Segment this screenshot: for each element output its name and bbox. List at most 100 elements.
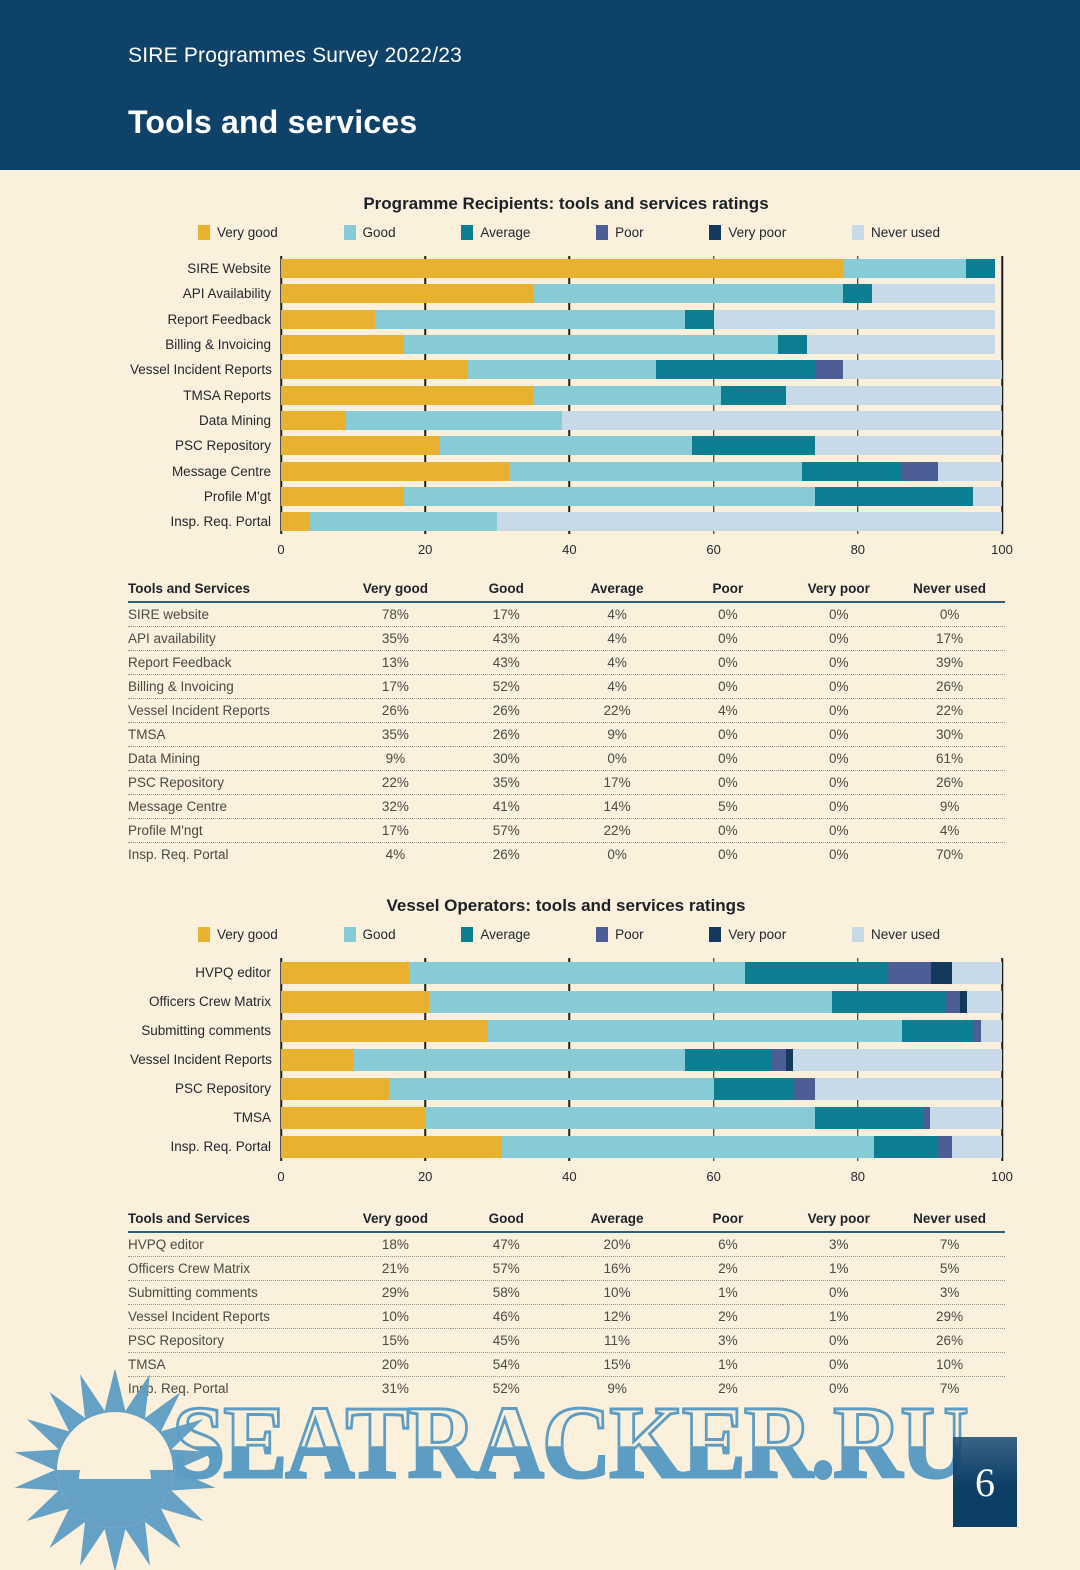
- bar-segment-average: [873, 1135, 938, 1158]
- bar-segment-never-used: [807, 335, 995, 355]
- table-header-row: Tools and Services Very good Good Average Po…: [128, 578, 1005, 603]
- bar-segment-never-used: [713, 309, 995, 329]
- bar-segment-never-used: [952, 1135, 1002, 1158]
- table-cell: 1%: [783, 1256, 895, 1281]
- table-cell: Insp. Req. Portal: [128, 1381, 229, 1396]
- table-cell: 26%: [492, 847, 520, 862]
- bar-segment-very-good: [281, 335, 404, 355]
- table-row: Vessel Incident Reports 10% 46% 12% 2% 1% 29%: [128, 1304, 1005, 1329]
- table-cell: 3%: [783, 1232, 895, 1257]
- bar-segment-very-poor: [785, 1048, 793, 1071]
- table-cell: 7%: [939, 1381, 960, 1396]
- table-cell: 0%: [828, 847, 849, 862]
- table-column-header: Average: [561, 578, 673, 603]
- bar-track: [281, 990, 1002, 1013]
- table-cell: 32%: [340, 794, 451, 819]
- table-cell: 9%: [894, 794, 1005, 819]
- bar-segment-never-used: [929, 1106, 1002, 1129]
- category-label: PSC Repository: [174, 1081, 271, 1096]
- table-cell: 26%: [894, 770, 1005, 795]
- chart-bar-row: Vessel Incident Reports: [130, 357, 1002, 382]
- table-cell: 41%: [450, 794, 562, 819]
- table-column-header: Very good: [340, 1208, 451, 1233]
- chart-title: Vessel Operators: tools and services rat…: [386, 896, 746, 915]
- table-cell: 3%: [672, 1328, 784, 1353]
- legend-item: Never used: [851, 225, 940, 240]
- table-cell: Data Mining: [128, 746, 340, 771]
- bar-segment-never-used: [952, 961, 1002, 984]
- table-cell: 35%: [340, 626, 451, 651]
- x-tick-label: 0: [277, 1169, 285, 1184]
- table-cell: SIRE website: [128, 602, 340, 627]
- bar-segment-poor: [814, 360, 844, 380]
- bar-segment-good: [389, 1077, 714, 1100]
- table-cell: 0%: [718, 847, 738, 862]
- bar-track: [281, 259, 1002, 279]
- table-cell: Message Centre: [128, 794, 340, 819]
- table-cell: 57%: [450, 818, 562, 843]
- table-cell: 0%: [672, 818, 784, 843]
- table-header: Tools and Services Very good Good Average Po…: [128, 1208, 1005, 1233]
- table-row: Officers Crew Matrix 21% 57% 16% 2% 1% 5%: [128, 1256, 1005, 1281]
- table-cell: 0%: [672, 770, 784, 795]
- table-row: PSC Repository 15% 45% 11% 3% 0% 26%: [128, 1328, 1005, 1353]
- bar-segment-good: [309, 512, 498, 532]
- table-column-header: Very good: [340, 578, 451, 603]
- bar-track: [281, 385, 1002, 405]
- table-cell: 43%: [450, 650, 562, 675]
- legend-label: Average: [480, 927, 531, 942]
- bar-segment-never-used: [966, 990, 1002, 1013]
- bar-segment-average: [720, 385, 786, 405]
- legend-item: Very poor: [709, 927, 786, 942]
- table-header: Tools and Services Very good Good Average Po…: [128, 578, 1005, 603]
- bar-segment-never-used: [497, 512, 1002, 532]
- table-row: SIRE website 78% 17% 4% 0% 0% 0%: [128, 602, 1005, 627]
- bar-segment-poor: [792, 1077, 815, 1100]
- bar-track: [281, 360, 1002, 380]
- table-cell: Billing & Invoicing: [128, 674, 340, 699]
- chart-bar-row: PSC Repository: [130, 433, 1002, 458]
- legend-swatch: [851, 927, 864, 942]
- table-cell: 10%: [894, 1352, 1005, 1377]
- category-label: HVPQ editor: [195, 965, 271, 980]
- table-cell: 0%: [783, 1328, 895, 1353]
- chart-bar-row: Report Feedback: [130, 307, 1002, 332]
- table-cell: 0%: [783, 650, 895, 675]
- bar-segment-poor: [973, 1019, 981, 1042]
- bar-segment-good: [502, 1135, 874, 1158]
- table-cell: 0%: [783, 626, 895, 651]
- bar-segment-never-used: [937, 461, 1002, 481]
- x-tick-label: 60: [706, 542, 721, 558]
- table-cell: 20%: [561, 1232, 673, 1257]
- legend-swatch: [709, 927, 722, 942]
- table-cell: 4%: [385, 847, 406, 862]
- chart-bar-row: Billing & Invoicing: [130, 332, 1002, 357]
- table-cell: Report Feedback: [128, 650, 340, 675]
- legend-label: Never used: [870, 927, 940, 942]
- table-cell: 12%: [561, 1304, 673, 1329]
- bar-track: [281, 512, 1002, 532]
- chart-bar-row: PSC Repository: [130, 1074, 1002, 1103]
- table-row: TMSA 35% 26% 9% 0% 0% 30%: [128, 722, 1005, 747]
- bar-segment-good: [843, 259, 966, 279]
- category-label: Billing & Invoicing: [165, 337, 271, 353]
- table-row: Data Mining 9% 30% 0% 0% 0% 61%: [128, 746, 1005, 771]
- table-cell: 30%: [894, 722, 1005, 747]
- table-cell: 0%: [783, 698, 895, 723]
- table-cell: 18%: [340, 1232, 451, 1257]
- category-label: Report Feedback: [167, 311, 271, 327]
- table-row: TMSA 20% 54% 15% 1% 0% 10%: [128, 1352, 1005, 1377]
- header-banner: SIRE Programmes Survey 2022/23 Tools and…: [0, 0, 1080, 170]
- chart-bar-row: Data Mining: [130, 408, 1002, 433]
- bar-segment-very-good: [281, 284, 534, 304]
- table-row: Billing & Invoicing 17% 52% 4% 0% 0% 26%: [128, 674, 1005, 699]
- bar-segment-average: [814, 1106, 923, 1129]
- table-cell: 1%: [672, 1280, 784, 1305]
- table-cell: 21%: [340, 1256, 451, 1281]
- table-cell: 9%: [607, 1381, 627, 1396]
- bar-segment-very-good: [281, 309, 375, 329]
- table-cell: 26%: [450, 698, 562, 723]
- table-cell: 10%: [340, 1304, 451, 1329]
- table-row: Message Centre 32% 41% 14% 5% 0% 9%: [128, 794, 1005, 819]
- bar-segment-very-good: [281, 1019, 489, 1042]
